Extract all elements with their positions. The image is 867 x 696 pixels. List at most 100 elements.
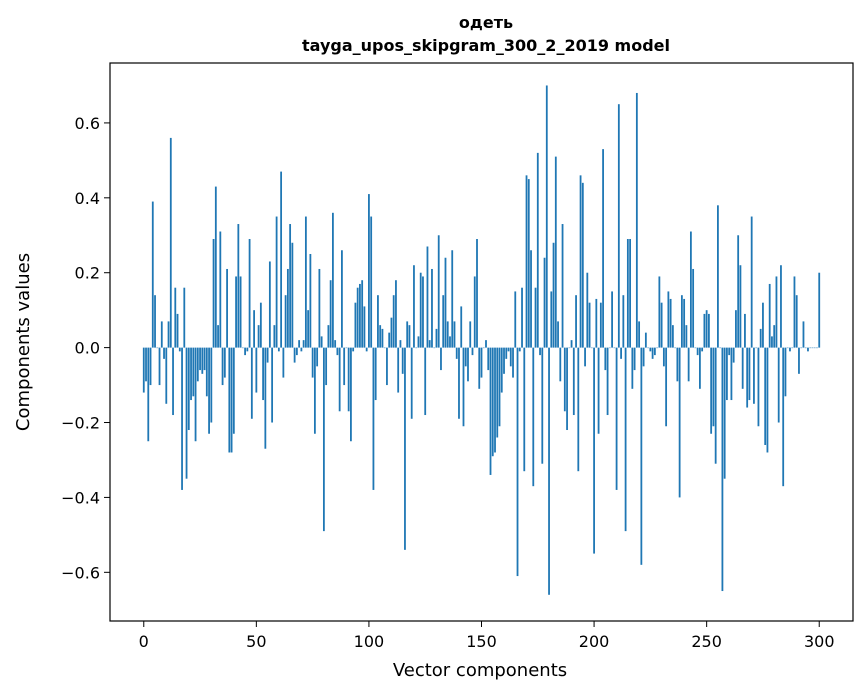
- bar-208: [611, 291, 613, 348]
- x-tick-label: 50: [246, 632, 266, 651]
- bar-245: [694, 347, 697, 349]
- bar-55: [266, 347, 269, 363]
- bar-214: [624, 347, 627, 532]
- bar-203: [599, 302, 602, 348]
- bar-172: [530, 250, 532, 348]
- bar-49: [253, 310, 255, 348]
- bar-285: [784, 347, 787, 397]
- bar-290: [795, 295, 798, 348]
- bar-204: [602, 149, 604, 348]
- bar-143: [464, 347, 467, 367]
- bar-227: [653, 347, 656, 356]
- bar-211: [617, 104, 620, 348]
- bar-268: [746, 347, 749, 408]
- bar-52: [259, 302, 262, 348]
- bar-66: [291, 242, 294, 348]
- bar-296: [809, 347, 812, 349]
- bar-237: [676, 347, 679, 382]
- bar-42: [237, 224, 240, 348]
- bar-124: [422, 276, 424, 348]
- bar-265: [739, 265, 742, 348]
- bar-177: [541, 347, 544, 464]
- bar-139: [455, 347, 458, 359]
- bar-38: [228, 347, 231, 453]
- bar-288: [791, 347, 794, 349]
- bar-188: [566, 347, 568, 431]
- bar-101: [370, 216, 373, 348]
- bar-16: [178, 347, 181, 352]
- bar-111: [392, 295, 395, 348]
- bar-178: [543, 257, 546, 348]
- bar-166: [516, 347, 519, 577]
- bar-113: [397, 347, 400, 393]
- bar-160: [503, 347, 505, 374]
- bar-110: [390, 317, 393, 348]
- plot-area: [109, 62, 854, 622]
- bar-168: [521, 287, 523, 348]
- bar-239: [680, 295, 683, 348]
- bar-213: [622, 295, 625, 348]
- bar-186: [561, 224, 564, 348]
- bar-220: [638, 321, 641, 348]
- bar-219: [635, 92, 638, 348]
- bar-70: [300, 347, 303, 352]
- bar-21: [190, 347, 192, 401]
- bar-163: [509, 347, 512, 367]
- bar-153: [487, 347, 490, 371]
- bar-175: [536, 152, 539, 348]
- bar-54: [264, 347, 267, 449]
- bar-228: [656, 347, 659, 349]
- bar-40: [232, 347, 235, 434]
- bar-238: [678, 347, 681, 498]
- bar-74: [309, 253, 312, 348]
- bar-series: [142, 85, 821, 595]
- bar-19: [185, 347, 188, 479]
- bar-129: [433, 347, 436, 349]
- bar-270: [750, 216, 753, 348]
- bar-90: [345, 347, 348, 349]
- bar-226: [651, 347, 654, 359]
- bar-200: [593, 347, 595, 554]
- bar-46: [246, 347, 249, 352]
- bar-68: [295, 347, 298, 356]
- bar-274: [759, 328, 762, 348]
- bar-247: [699, 347, 701, 389]
- bar-18: [183, 287, 186, 348]
- bar-241: [685, 325, 688, 348]
- bar-249: [703, 313, 706, 348]
- bar-91: [347, 347, 350, 412]
- bar-145: [469, 321, 472, 348]
- bar-136: [449, 336, 451, 348]
- bar-132: [440, 347, 442, 371]
- bar-234: [669, 298, 672, 348]
- bar-272: [755, 347, 758, 349]
- bar-158: [498, 347, 501, 427]
- bar-41: [235, 276, 237, 348]
- bar-144: [467, 347, 469, 382]
- bar-72: [304, 216, 307, 348]
- bar-73: [307, 310, 310, 348]
- bar-152: [485, 340, 487, 348]
- bar-116: [404, 347, 406, 550]
- bar-229: [658, 276, 661, 348]
- bar-89: [343, 347, 346, 386]
- bar-271: [753, 347, 755, 404]
- bar-242: [687, 347, 690, 382]
- y-tick-label: 0.2: [75, 264, 100, 283]
- bar-58: [273, 325, 276, 348]
- bar-63: [284, 295, 287, 348]
- bar-282: [777, 347, 780, 423]
- y-axis-label: Components values: [13, 253, 34, 431]
- bar-13: [172, 347, 174, 416]
- bar-180: [548, 347, 550, 595]
- bar-147: [473, 276, 476, 348]
- bar-169: [523, 347, 526, 472]
- bar-133: [442, 295, 445, 348]
- bar-8: [160, 321, 163, 348]
- bar-231: [662, 347, 665, 367]
- x-tick-label: 150: [466, 632, 497, 651]
- bar-92: [350, 347, 352, 442]
- bar-187: [563, 347, 566, 412]
- bar-170: [525, 175, 528, 348]
- bar-267: [744, 313, 746, 348]
